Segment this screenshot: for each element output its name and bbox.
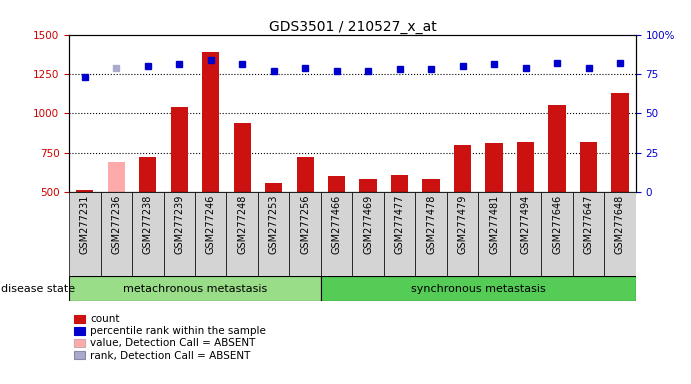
- Bar: [101, 192, 132, 276]
- Text: GSM277239: GSM277239: [174, 195, 184, 254]
- Bar: [612, 93, 629, 271]
- Text: GSM277481: GSM277481: [489, 195, 499, 254]
- Text: GSM277248: GSM277248: [237, 195, 247, 254]
- Text: GSM277478: GSM277478: [426, 195, 436, 254]
- Bar: [352, 192, 384, 276]
- Bar: [328, 176, 346, 271]
- Text: GSM277479: GSM277479: [457, 195, 468, 254]
- Bar: [549, 106, 566, 271]
- Title: GDS3501 / 210527_x_at: GDS3501 / 210527_x_at: [269, 20, 436, 33]
- Bar: [580, 142, 597, 271]
- Text: GSM277238: GSM277238: [143, 195, 153, 254]
- Bar: [359, 179, 377, 271]
- Text: GSM277256: GSM277256: [300, 195, 310, 254]
- Text: GSM277469: GSM277469: [363, 195, 373, 254]
- Text: GSM277466: GSM277466: [332, 195, 341, 254]
- Text: GSM277646: GSM277646: [552, 195, 562, 254]
- Bar: [415, 192, 447, 276]
- Bar: [69, 276, 321, 301]
- Text: GSM277236: GSM277236: [111, 195, 122, 254]
- Legend: count, percentile rank within the sample, value, Detection Call = ABSENT, rank, : count, percentile rank within the sample…: [75, 314, 266, 361]
- Bar: [195, 192, 227, 276]
- Bar: [485, 143, 503, 271]
- Text: GSM277477: GSM277477: [395, 195, 405, 254]
- Bar: [454, 145, 471, 271]
- Bar: [265, 182, 283, 271]
- Bar: [447, 192, 478, 276]
- Bar: [234, 123, 251, 271]
- Bar: [573, 192, 604, 276]
- Bar: [227, 192, 258, 276]
- Bar: [478, 192, 510, 276]
- Bar: [76, 190, 93, 271]
- Bar: [517, 142, 534, 271]
- Bar: [541, 192, 573, 276]
- Bar: [69, 192, 101, 276]
- Bar: [290, 192, 321, 276]
- Bar: [321, 276, 636, 301]
- Text: synchronous metastasis: synchronous metastasis: [411, 284, 546, 294]
- Bar: [132, 192, 164, 276]
- Text: GSM277246: GSM277246: [206, 195, 216, 254]
- Bar: [321, 192, 352, 276]
- Bar: [164, 192, 195, 276]
- Text: disease state: disease state: [1, 284, 75, 294]
- Bar: [139, 157, 156, 271]
- Bar: [510, 192, 541, 276]
- Bar: [108, 162, 125, 271]
- Bar: [258, 192, 290, 276]
- Bar: [391, 175, 408, 271]
- Text: GSM277648: GSM277648: [615, 195, 625, 254]
- Bar: [384, 192, 415, 276]
- Text: GSM277494: GSM277494: [520, 195, 531, 254]
- Text: metachronous metastasis: metachronous metastasis: [123, 284, 267, 294]
- Text: GSM277647: GSM277647: [583, 195, 594, 254]
- Bar: [171, 107, 188, 271]
- Text: GSM277231: GSM277231: [80, 195, 90, 254]
- Bar: [296, 157, 314, 271]
- Bar: [422, 179, 439, 271]
- Bar: [202, 52, 220, 271]
- Text: GSM277253: GSM277253: [269, 195, 278, 254]
- Bar: [604, 192, 636, 276]
